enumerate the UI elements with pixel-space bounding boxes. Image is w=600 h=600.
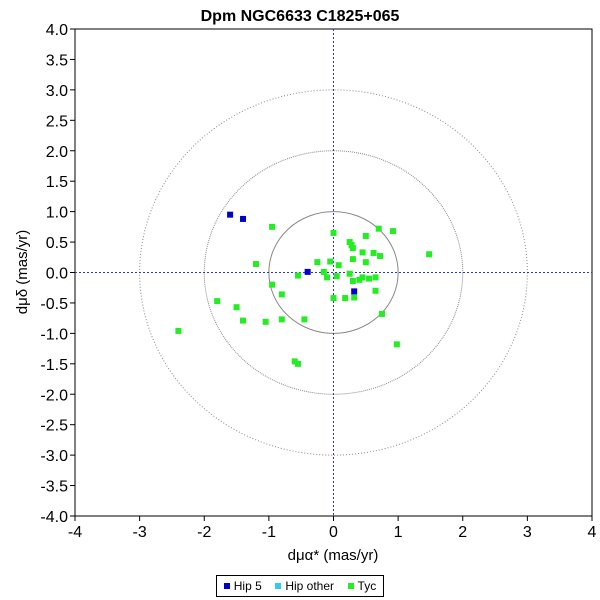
data-point-tyc	[335, 262, 342, 269]
data-point-tyc	[324, 274, 331, 281]
y-tick-label: 1.0	[46, 205, 68, 222]
data-point-tyc	[262, 318, 269, 325]
data-point-tyc	[375, 225, 382, 232]
data-point-tyc	[348, 242, 355, 249]
data-point-tyc	[214, 298, 221, 305]
legend-label-hip5: Hip 5	[233, 579, 262, 593]
legend-swatch-hip5	[223, 583, 230, 589]
y-tick-label: -3.0	[40, 448, 68, 465]
data-point-hip-5	[304, 268, 311, 275]
data-point-tyc	[175, 327, 182, 334]
data-point-tyc	[426, 251, 433, 258]
y-tick-label: -4.0	[40, 509, 68, 526]
y-tick-label: -2.0	[40, 387, 68, 404]
data-point-tyc	[342, 295, 349, 302]
data-point-tyc	[330, 229, 337, 236]
data-point-tyc	[278, 316, 285, 323]
data-point-tyc	[314, 259, 321, 266]
y-tick-label: 2.0	[46, 144, 68, 161]
data-point-tyc	[301, 316, 308, 323]
x-tick-label: 3	[523, 524, 532, 541]
data-point-tyc	[294, 360, 301, 367]
y-tick-label: 4.0	[46, 22, 68, 39]
x-tick-label: -2	[197, 524, 211, 541]
data-point-tyc	[269, 281, 276, 288]
data-point-tyc	[378, 310, 385, 317]
data-point-tyc	[320, 268, 327, 275]
legend-swatch-tyc	[347, 583, 354, 589]
x-tick-label: 4	[588, 524, 597, 541]
x-tick-label: 1	[394, 524, 403, 541]
data-point-tyc	[362, 232, 369, 239]
legend-label-hip-other: Hip other	[285, 579, 335, 593]
data-point-tyc	[372, 287, 379, 294]
x-tick-label: -4	[68, 524, 82, 541]
y-tick-label: -0.5	[40, 296, 68, 313]
y-tick-label: 3.5	[46, 52, 68, 69]
data-point-hip-5	[351, 288, 358, 295]
data-point-tyc	[346, 239, 353, 246]
data-point-hip-5	[227, 211, 234, 218]
data-point-tyc	[372, 274, 379, 281]
data-point-tyc	[370, 250, 377, 257]
legend: Hip 5 Hip other Tyc	[216, 575, 384, 597]
data-point-tyc	[366, 275, 373, 282]
y-tick-label: -1.0	[40, 326, 68, 343]
legend-item-tyc: Tyc	[347, 579, 377, 593]
data-point-tyc	[346, 270, 353, 277]
y-tick-label: 3.0	[46, 83, 68, 100]
x-tick-label: -1	[262, 524, 276, 541]
legend-item-hip5: Hip 5	[223, 579, 262, 593]
data-point-tyc	[294, 272, 301, 279]
legend-swatch-hip-other	[275, 583, 282, 589]
data-point-tyc	[327, 258, 334, 265]
x-tick-label: 0	[329, 524, 338, 541]
data-point-tyc	[359, 274, 366, 281]
data-point-tyc	[240, 317, 247, 324]
data-point-tyc	[349, 256, 356, 263]
data-point-tyc	[359, 249, 366, 256]
data-point-tyc	[278, 291, 285, 298]
y-tick-label: 0.5	[46, 235, 68, 252]
chart-title: Dpm NGC6633 C1825+065	[201, 8, 400, 25]
x-tick-label: -3	[133, 524, 147, 541]
data-point-tyc	[349, 245, 356, 252]
data-point-tyc	[252, 260, 259, 267]
y-tick-label: 0.0	[46, 266, 68, 283]
data-point-tyc	[233, 304, 240, 311]
x-tick-label: 2	[458, 524, 467, 541]
y-tick-label: -3.5	[40, 479, 68, 496]
y-tick-label: 1.5	[46, 174, 68, 191]
legend-label-tyc: Tyc	[357, 579, 377, 593]
y-tick-label: -2.5	[40, 418, 68, 435]
data-point-tyc	[333, 273, 340, 280]
data-point-tyc	[393, 341, 400, 348]
x-axis-label: dμα* (mas/yr)	[288, 547, 379, 564]
data-point-tyc	[351, 294, 358, 301]
data-point-hip-5	[240, 215, 247, 222]
data-point-tyc	[377, 253, 384, 260]
y-tick-label: -1.5	[40, 357, 68, 374]
y-axis-label: dμδ (mas/yr)	[14, 230, 31, 315]
data-point-tyc	[349, 278, 356, 285]
data-point-tyc	[362, 259, 369, 266]
data-point-tyc	[356, 276, 363, 283]
data-point-tyc	[389, 228, 396, 235]
data-point-tyc	[269, 223, 276, 230]
data-point-tyc	[291, 358, 298, 365]
data-point-tyc	[330, 295, 337, 302]
legend-item-hip-other: Hip other	[275, 579, 334, 593]
y-tick-label: 2.5	[46, 113, 68, 130]
